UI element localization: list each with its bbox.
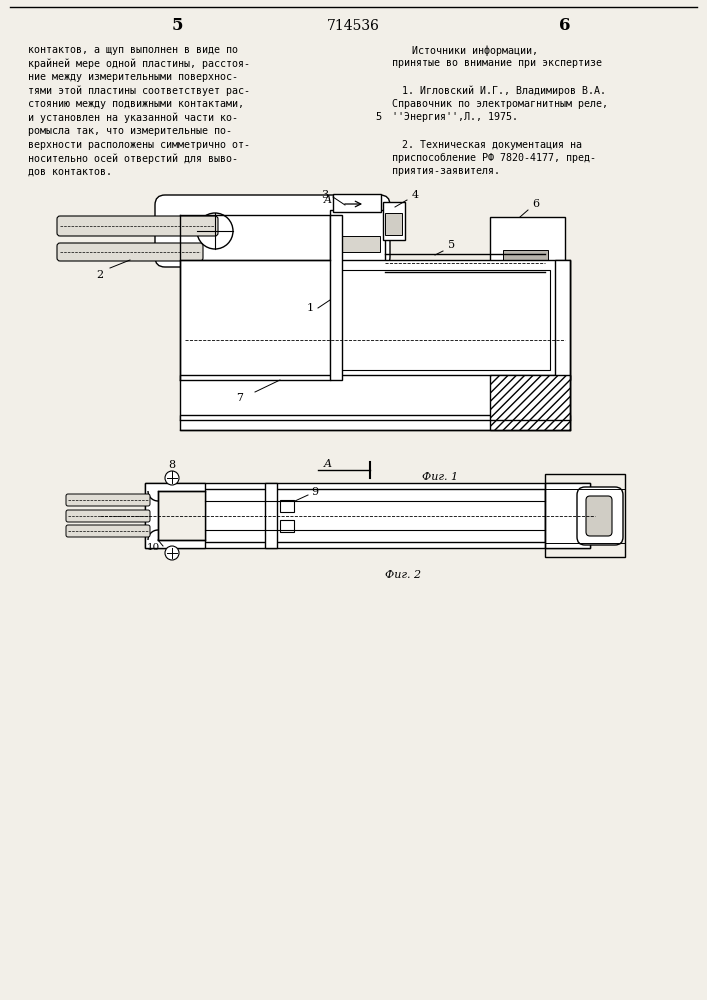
Text: Источники информации,: Источники информации, xyxy=(412,45,538,55)
Bar xyxy=(385,213,402,235)
Bar xyxy=(145,483,590,548)
Text: 6: 6 xyxy=(559,17,571,34)
Bar xyxy=(330,215,342,380)
Text: 6: 6 xyxy=(532,199,539,209)
Circle shape xyxy=(165,471,179,485)
FancyBboxPatch shape xyxy=(577,487,623,545)
Text: A: A xyxy=(324,195,332,205)
Bar xyxy=(383,202,405,240)
Text: стоянию между подвижными контактами,: стоянию между подвижными контактами, xyxy=(28,99,244,109)
Text: 714536: 714536 xyxy=(327,19,380,33)
Bar xyxy=(280,520,294,532)
Text: контактов, а щуп выполнен в виде по: контактов, а щуп выполнен в виде по xyxy=(28,45,238,55)
Text: 5: 5 xyxy=(171,17,182,34)
Bar xyxy=(280,500,294,512)
FancyBboxPatch shape xyxy=(66,525,150,537)
Text: 5: 5 xyxy=(448,240,455,250)
Text: верхности расположены симметрично от-: верхности расположены симметрично от- xyxy=(28,139,250,149)
Text: и установлен на указанной части ко-: и установлен на указанной части ко- xyxy=(28,112,238,123)
Bar xyxy=(545,483,590,548)
Bar xyxy=(265,483,277,548)
FancyBboxPatch shape xyxy=(57,216,218,236)
Bar xyxy=(503,250,548,264)
Text: 3: 3 xyxy=(322,190,329,200)
Text: носительно осей отверстий для выво-: носительно осей отверстий для выво- xyxy=(28,153,238,163)
FancyBboxPatch shape xyxy=(66,494,150,506)
Text: приятия-заявителя.: приятия-заявителя. xyxy=(392,166,500,176)
Text: 1: 1 xyxy=(306,303,314,313)
Text: ромысла так, что измерительные по-: ромысла так, что измерительные по- xyxy=(28,126,232,136)
Text: ние между измерительными поверхнос-: ние между измерительными поверхнос- xyxy=(28,72,238,82)
Text: тями этой пластины соответствует рас-: тями этой пластины соответствует рас- xyxy=(28,86,250,96)
Bar xyxy=(200,489,545,542)
Text: 2: 2 xyxy=(96,270,103,280)
Text: 9: 9 xyxy=(312,487,319,497)
Text: A: A xyxy=(324,459,332,469)
Text: 8: 8 xyxy=(168,460,175,470)
Text: 2. Техническая документация на: 2. Техническая документация на xyxy=(402,139,582,149)
Bar xyxy=(145,483,205,548)
Text: Фиг. 1: Фиг. 1 xyxy=(422,472,458,482)
Text: Фиг. 2: Фиг. 2 xyxy=(385,570,421,580)
Text: приспособление РФ 7820-4177, пред-: приспособление РФ 7820-4177, пред- xyxy=(392,153,596,163)
FancyBboxPatch shape xyxy=(66,510,150,522)
Text: 4: 4 xyxy=(411,190,419,200)
Text: 7: 7 xyxy=(237,393,243,403)
FancyBboxPatch shape xyxy=(155,195,390,267)
Text: Справочник по электромагнитным реле,: Справочник по электромагнитным реле, xyxy=(392,99,608,109)
FancyBboxPatch shape xyxy=(586,496,612,536)
Circle shape xyxy=(165,546,179,560)
Text: крайней мере одной пластины, расстоя-: крайней мере одной пластины, расстоя- xyxy=(28,58,250,69)
Text: 5: 5 xyxy=(375,112,381,122)
Bar xyxy=(545,474,625,557)
Bar xyxy=(330,210,385,375)
Text: 1. Игловский И.Г., Владимиров В.А.: 1. Игловский И.Г., Владимиров В.А. xyxy=(402,86,606,96)
Bar xyxy=(180,260,570,380)
Bar xyxy=(333,194,381,212)
Bar xyxy=(490,375,570,430)
Bar xyxy=(490,217,565,282)
Text: ''Энергия'',Л., 1975.: ''Энергия'',Л., 1975. xyxy=(392,112,518,122)
Bar xyxy=(180,375,570,420)
Bar xyxy=(158,491,205,540)
FancyBboxPatch shape xyxy=(57,243,203,261)
Text: 10: 10 xyxy=(146,544,160,552)
Bar xyxy=(335,236,380,252)
Text: принятые во внимание при экспертизе: принятые во внимание при экспертизе xyxy=(392,58,602,68)
Bar xyxy=(180,415,570,430)
Bar xyxy=(330,270,550,370)
Text: дов контактов.: дов контактов. xyxy=(28,166,112,176)
Bar xyxy=(555,260,570,380)
